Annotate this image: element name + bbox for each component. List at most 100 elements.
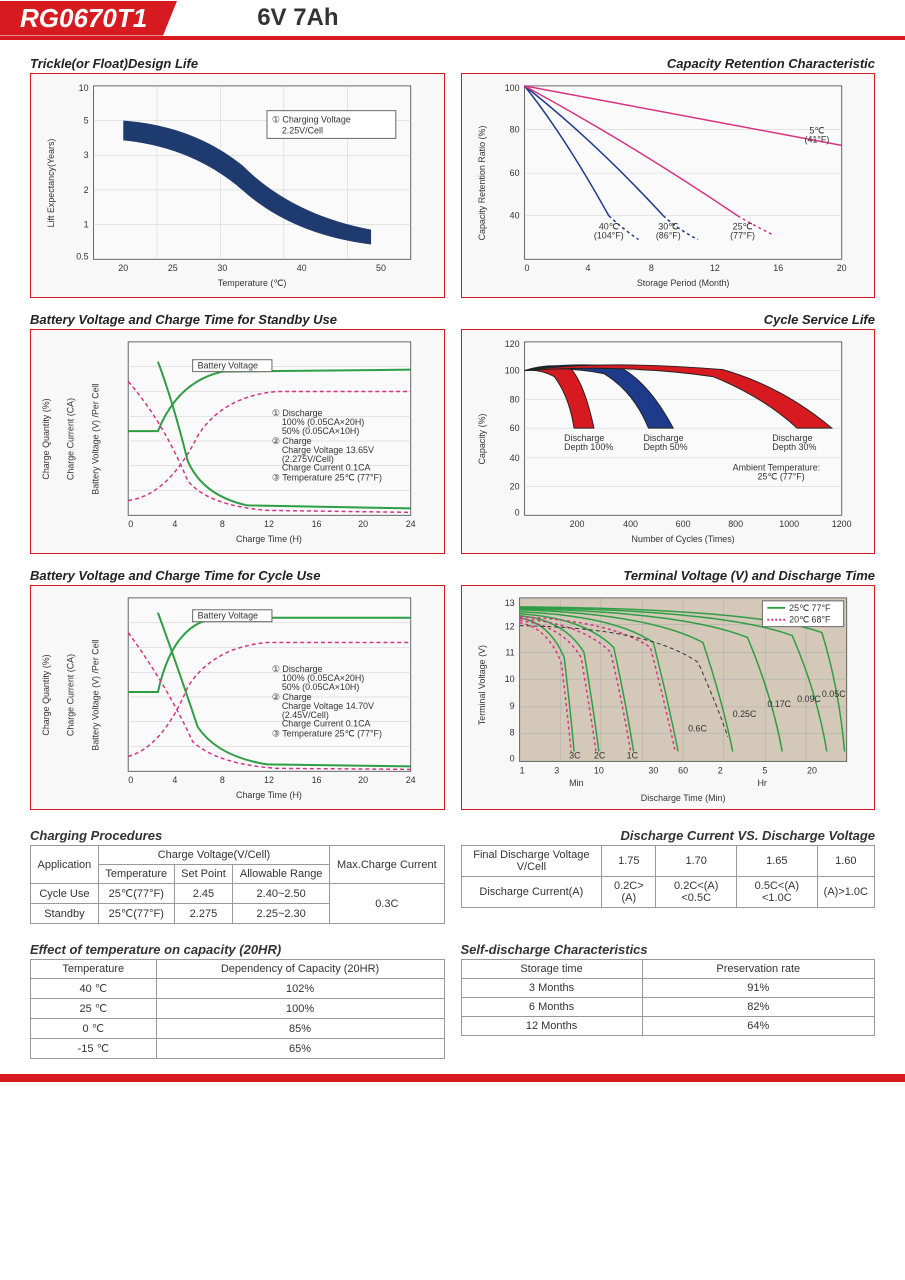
svg-text:Charge Current 0.1CA: Charge Current 0.1CA	[282, 463, 371, 473]
model-number: RG0670T1	[0, 1, 177, 36]
svg-text:4: 4	[172, 519, 177, 529]
svg-text:10: 10	[593, 765, 603, 775]
charging-procedures-section: Charging Procedures Application Charge V…	[30, 822, 445, 924]
charts-grid: Trickle(or Float)Design Life ① Charging …	[0, 50, 905, 810]
svg-text:Depth 50%: Depth 50%	[643, 442, 687, 452]
svg-text:Charge Current (CA): Charge Current (CA)	[66, 654, 76, 736]
svg-text:0.09C: 0.09C	[797, 694, 821, 704]
svg-text:16: 16	[773, 263, 783, 273]
svg-text:5: 5	[84, 116, 89, 126]
table-cell: 0.3C	[330, 884, 444, 924]
table-cell: 0.2C>(A)	[602, 877, 656, 908]
discharge-voltage-section: Discharge Current VS. Discharge Voltage …	[461, 822, 876, 924]
svg-text:0.25C: 0.25C	[732, 709, 756, 719]
svg-text:11: 11	[505, 647, 514, 657]
svg-text:(41°F): (41°F)	[804, 134, 829, 144]
temp-capacity-table: Temperature Dependency of Capacity (20HR…	[30, 959, 445, 1059]
svg-text:10: 10	[79, 83, 89, 93]
svg-text:13: 13	[504, 598, 514, 608]
svg-text:Discharge Time (Min): Discharge Time (Min)	[640, 793, 725, 803]
svg-text:Depth 100%: Depth 100%	[564, 442, 613, 452]
chart-standby-charge: Battery Voltage ① Discharge 100% (0.05CA…	[30, 329, 445, 554]
temp-capacity-section: Effect of temperature on capacity (20HR)…	[30, 936, 445, 1059]
table-cell: 0 ℃	[31, 1019, 157, 1039]
svg-text:20: 20	[118, 263, 128, 273]
table-cell: 0.5C<(A)<1.0C	[737, 877, 818, 908]
svg-text:1200: 1200	[831, 519, 851, 529]
svg-text:0.5: 0.5	[76, 251, 88, 261]
svg-text:Lift Expectancy(Years): Lift Expectancy(Years)	[46, 139, 56, 228]
svg-text:600: 600	[675, 519, 690, 529]
table-header: Temperature	[98, 865, 174, 884]
table-cell: 91%	[642, 979, 874, 998]
svg-text:1000: 1000	[779, 519, 799, 529]
svg-text:Capacity Retention Ratio (%): Capacity Retention Ratio (%)	[476, 126, 486, 241]
svg-text:8: 8	[220, 775, 225, 785]
svg-text:Charge Time (H): Charge Time (H)	[236, 534, 302, 544]
svg-text:Min: Min	[569, 778, 583, 788]
svg-text:20: 20	[358, 775, 368, 785]
table-title: Discharge Current VS. Discharge Voltage	[461, 828, 876, 843]
table-cell: 2.25~2.30	[233, 904, 330, 924]
table-cell: Cycle Use	[31, 884, 99, 904]
table-cell: 2.275	[174, 904, 232, 924]
table-header: Set Point	[174, 865, 232, 884]
svg-text:0: 0	[128, 519, 133, 529]
svg-text:1C: 1C	[626, 750, 638, 760]
table-cell: (A)>1.0C	[817, 877, 874, 908]
tables-row-1: Charging Procedures Application Charge V…	[0, 822, 905, 924]
svg-text:60: 60	[509, 423, 519, 433]
chart-section-cycle-charge: Battery Voltage and Charge Time for Cycl…	[30, 562, 445, 810]
svg-text:20: 20	[509, 482, 519, 492]
table-title: Self-discharge Characteristics	[461, 942, 876, 957]
svg-text:400: 400	[623, 519, 638, 529]
table-header: Charge Voltage(V/Cell)	[98, 846, 329, 865]
svg-text:(77°F): (77°F)	[730, 231, 755, 241]
svg-text:Battery Voltage: Battery Voltage	[198, 611, 258, 621]
svg-text:5: 5	[762, 765, 767, 775]
table-header: Allowable Range	[233, 865, 330, 884]
table-cell: 6 Months	[461, 998, 642, 1017]
table-cell: 40 ℃	[31, 979, 157, 999]
svg-text:(104°F): (104°F)	[593, 231, 623, 241]
svg-text:12: 12	[264, 775, 274, 785]
table-cell: 2.40~2.50	[233, 884, 330, 904]
svg-text:Depth 30%: Depth 30%	[772, 442, 816, 452]
table-cell: Final Discharge Voltage V/Cell	[461, 846, 602, 877]
svg-text:0: 0	[514, 507, 519, 517]
table-header: Application	[31, 846, 99, 884]
svg-text:12: 12	[504, 622, 514, 632]
svg-text:1: 1	[519, 765, 524, 775]
svg-text:0: 0	[128, 775, 133, 785]
chart-title: Capacity Retention Characteristic	[461, 56, 876, 71]
svg-text:20: 20	[358, 519, 368, 529]
chart-section-trickle: Trickle(or Float)Design Life ① Charging …	[30, 50, 445, 298]
chart-title: Battery Voltage and Charge Time for Stan…	[30, 312, 445, 327]
table-header: Temperature	[31, 960, 157, 979]
chart-section-terminal-voltage: Terminal Voltage (V) and Discharge Time	[461, 562, 876, 810]
svg-text:100: 100	[504, 366, 519, 376]
tables-row-2: Effect of temperature on capacity (20HR)…	[0, 936, 905, 1059]
svg-text:4: 4	[172, 775, 177, 785]
svg-text:25: 25	[168, 263, 178, 273]
chart-capacity-retention: 40℃ (104°F) 30℃ (86°F) 25℃ (77°F) 5℃ (41…	[461, 73, 876, 298]
svg-text:Battery Voltage: Battery Voltage	[198, 361, 258, 371]
svg-text:Charge Current 0.1CA: Charge Current 0.1CA	[282, 719, 371, 729]
svg-text:800: 800	[728, 519, 743, 529]
svg-text:2C: 2C	[593, 750, 605, 760]
discharge-voltage-table: Final Discharge Voltage V/Cell 1.75 1.70…	[461, 845, 876, 908]
chart-section-capacity-retention: Capacity Retention Characteristic 40℃	[461, 50, 876, 298]
svg-text:20℃ 68°F: 20℃ 68°F	[789, 615, 831, 625]
self-discharge-section: Self-discharge Characteristics Storage t…	[461, 936, 876, 1059]
table-cell: 1.65	[737, 846, 818, 877]
svg-text:24: 24	[406, 519, 416, 529]
table-cell: Standby	[31, 904, 99, 924]
svg-text:Battery Voltage (V) /Per Cell: Battery Voltage (V) /Per Cell	[90, 383, 100, 494]
svg-text:24: 24	[406, 775, 416, 785]
svg-text:0: 0	[509, 753, 514, 763]
chart-title: Battery Voltage and Charge Time for Cycl…	[30, 568, 445, 583]
table-header: Storage time	[461, 960, 642, 979]
chart-section-cycle-life: Cycle Service Life Discharge Depth 100% …	[461, 306, 876, 554]
svg-text:3C: 3C	[569, 750, 581, 760]
svg-text:8: 8	[648, 263, 653, 273]
